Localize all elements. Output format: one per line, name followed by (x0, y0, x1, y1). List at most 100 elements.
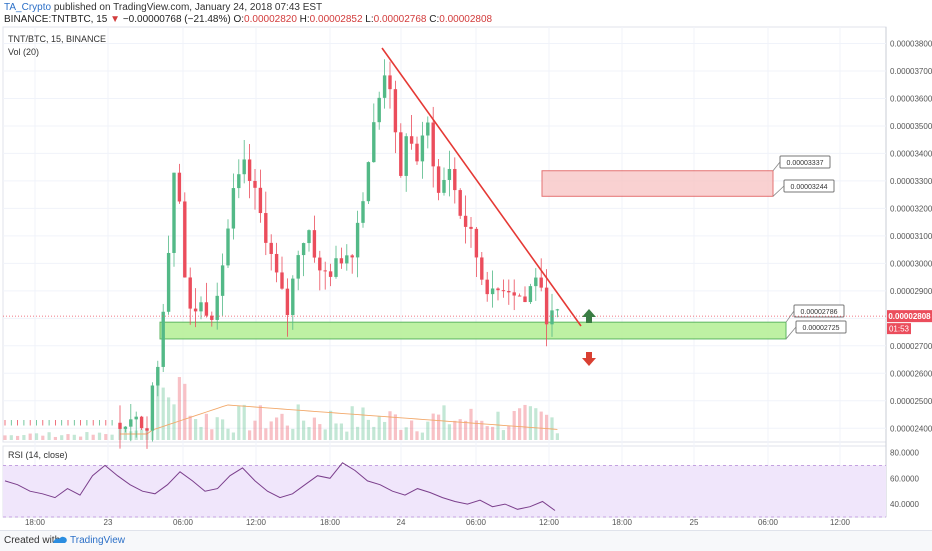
volume-bar (28, 433, 32, 440)
volume-bar (9, 435, 13, 440)
volume-bar (555, 433, 559, 440)
rsi-line (4, 462, 556, 511)
y-tick-label: 0.00002600 (890, 369, 932, 378)
volume-bar (226, 428, 230, 440)
volume-bar (188, 415, 192, 440)
volume-bar (85, 432, 89, 440)
volume-bar (60, 435, 64, 440)
trendline (381, 47, 582, 327)
countdown-tag (887, 323, 911, 335)
volume-bar (204, 413, 208, 440)
countdown-text: 01:53 (889, 325, 910, 334)
volume-bar (426, 421, 430, 440)
candle-body (177, 172, 182, 202)
candle-body (399, 132, 403, 176)
candle-body (296, 255, 300, 279)
x-tick-label: 18:00 (25, 518, 46, 527)
resistance-top-label-text: 0.00003337 (787, 160, 824, 167)
candle-body (274, 253, 279, 273)
rsi-tick-label: 80.0000 (890, 448, 919, 457)
volume-bar (66, 434, 70, 440)
candle-body (517, 295, 522, 297)
y-tick-label: 0.00003000 (890, 259, 932, 268)
volume-bar (248, 430, 252, 440)
volume-bar (312, 417, 316, 440)
y-tick-label: 0.00003300 (890, 177, 932, 186)
candle-body (393, 89, 398, 133)
candle-body (382, 75, 387, 98)
volume-bar (388, 411, 392, 440)
candle-body (166, 252, 171, 312)
resistance-zone (541, 170, 774, 197)
volume-bar (350, 406, 354, 440)
candle-body (528, 286, 533, 303)
y-tick-label: 0.00003100 (890, 232, 932, 241)
y-tick-label: 0.00002400 (890, 424, 932, 433)
volume-bar (79, 436, 83, 440)
volume-bar (447, 424, 451, 440)
support-top-label-box (793, 304, 845, 318)
candle-body (350, 255, 354, 258)
candle-body (453, 168, 457, 191)
candle-body (523, 296, 527, 303)
high-value: 0.00002852 (309, 14, 363, 25)
candle-body (485, 279, 489, 295)
y-tick-label: 0.00003500 (890, 122, 932, 131)
candle-body (355, 222, 360, 258)
candle-body (145, 428, 149, 431)
x-tick-label: 12:00 (830, 518, 851, 527)
open-value: 0.00002820 (244, 14, 297, 25)
volume-bar (161, 387, 165, 440)
volume-bar (47, 432, 51, 440)
volume-bar (215, 417, 219, 440)
tradingview-link[interactable]: TradingView (70, 535, 126, 546)
volume-bar (507, 425, 511, 440)
candle-body (193, 308, 198, 312)
candle-body (544, 287, 549, 325)
candle-body (323, 270, 327, 272)
x-tick-label: 06:00 (466, 518, 487, 527)
candle-body (361, 201, 365, 223)
candle-body (409, 136, 414, 144)
candle-body (318, 257, 322, 271)
volume-bar (323, 429, 327, 440)
x-tick-label: 18:00 (320, 518, 341, 527)
candle-body (134, 416, 138, 420)
candle-body (215, 295, 219, 320)
volume-bar (458, 419, 462, 440)
volume-bar (474, 420, 478, 440)
volume-bar (366, 419, 370, 440)
volume-bar (464, 420, 468, 440)
volume-bar (415, 431, 419, 440)
last-price-tag (887, 310, 932, 323)
rsi-tick-label: 60.0000 (890, 474, 919, 483)
candle-body (534, 277, 538, 287)
candle-body (312, 230, 317, 258)
y-tick-label: 0.00003200 (890, 204, 932, 213)
volume-bar (253, 420, 257, 440)
candle-body (447, 168, 452, 180)
candle-body (345, 255, 349, 264)
author-link[interactable]: TA_Crypto (4, 2, 52, 13)
candle-body (404, 136, 408, 176)
volume-bar (156, 371, 160, 440)
volume-bar (53, 436, 57, 440)
volume-bar (307, 427, 311, 440)
candle-body (490, 288, 495, 295)
candle-body (156, 366, 160, 386)
volume-bar (372, 426, 376, 440)
volume-bar (280, 413, 284, 440)
x-tick-label: 25 (690, 518, 699, 527)
volume-bar (410, 420, 414, 440)
candle-body (269, 242, 273, 254)
price-pane (2, 26, 887, 443)
candle-body (264, 213, 268, 243)
change-text: −0.00000768 (−21.48%) (122, 14, 231, 25)
x-tick-label: 23 (104, 518, 113, 527)
down-arrow-icon (582, 352, 596, 366)
candle-body (426, 122, 430, 136)
volume-bar (104, 434, 108, 440)
volume-bar (437, 414, 441, 440)
volume-bar (237, 405, 241, 440)
candle-body (199, 302, 203, 312)
